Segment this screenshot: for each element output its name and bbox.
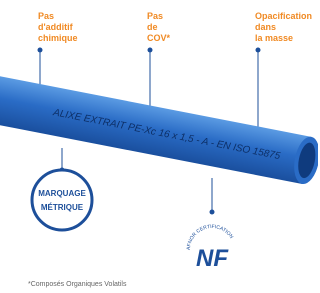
callout-line: Pas (147, 11, 163, 21)
footnote: *Composés Organiques Volatils (28, 281, 127, 288)
callout-line: Pas (38, 11, 54, 21)
marquage-badge: MARQUAGE MÉTRIQUE (32, 170, 92, 230)
callout-line: la masse (255, 33, 293, 43)
callout-line: Opacification (255, 11, 312, 21)
nf-badge: AFNOR CERTIFICATION NF (184, 222, 240, 278)
callout-line: d'additif (38, 22, 74, 32)
nf-mark: NF (196, 245, 229, 272)
product-diagram: Pas d'additif chimique Pas de COV* Opaci… (0, 0, 318, 293)
callout-line: de (147, 22, 158, 32)
badge-text: MARQUAGE (38, 189, 86, 198)
badge-text: MÉTRIQUE (41, 203, 84, 212)
page: Pas d'additif chimique Pas de COV* Opaci… (0, 0, 318, 293)
pipe: ALIXE EXTRAIT PE-Xc 16 x 1,5 - A - EN IS… (0, 76, 318, 186)
callout-line: dans (255, 22, 276, 32)
callout-line: chimique (38, 33, 78, 43)
callout-line: COV* (147, 33, 171, 43)
